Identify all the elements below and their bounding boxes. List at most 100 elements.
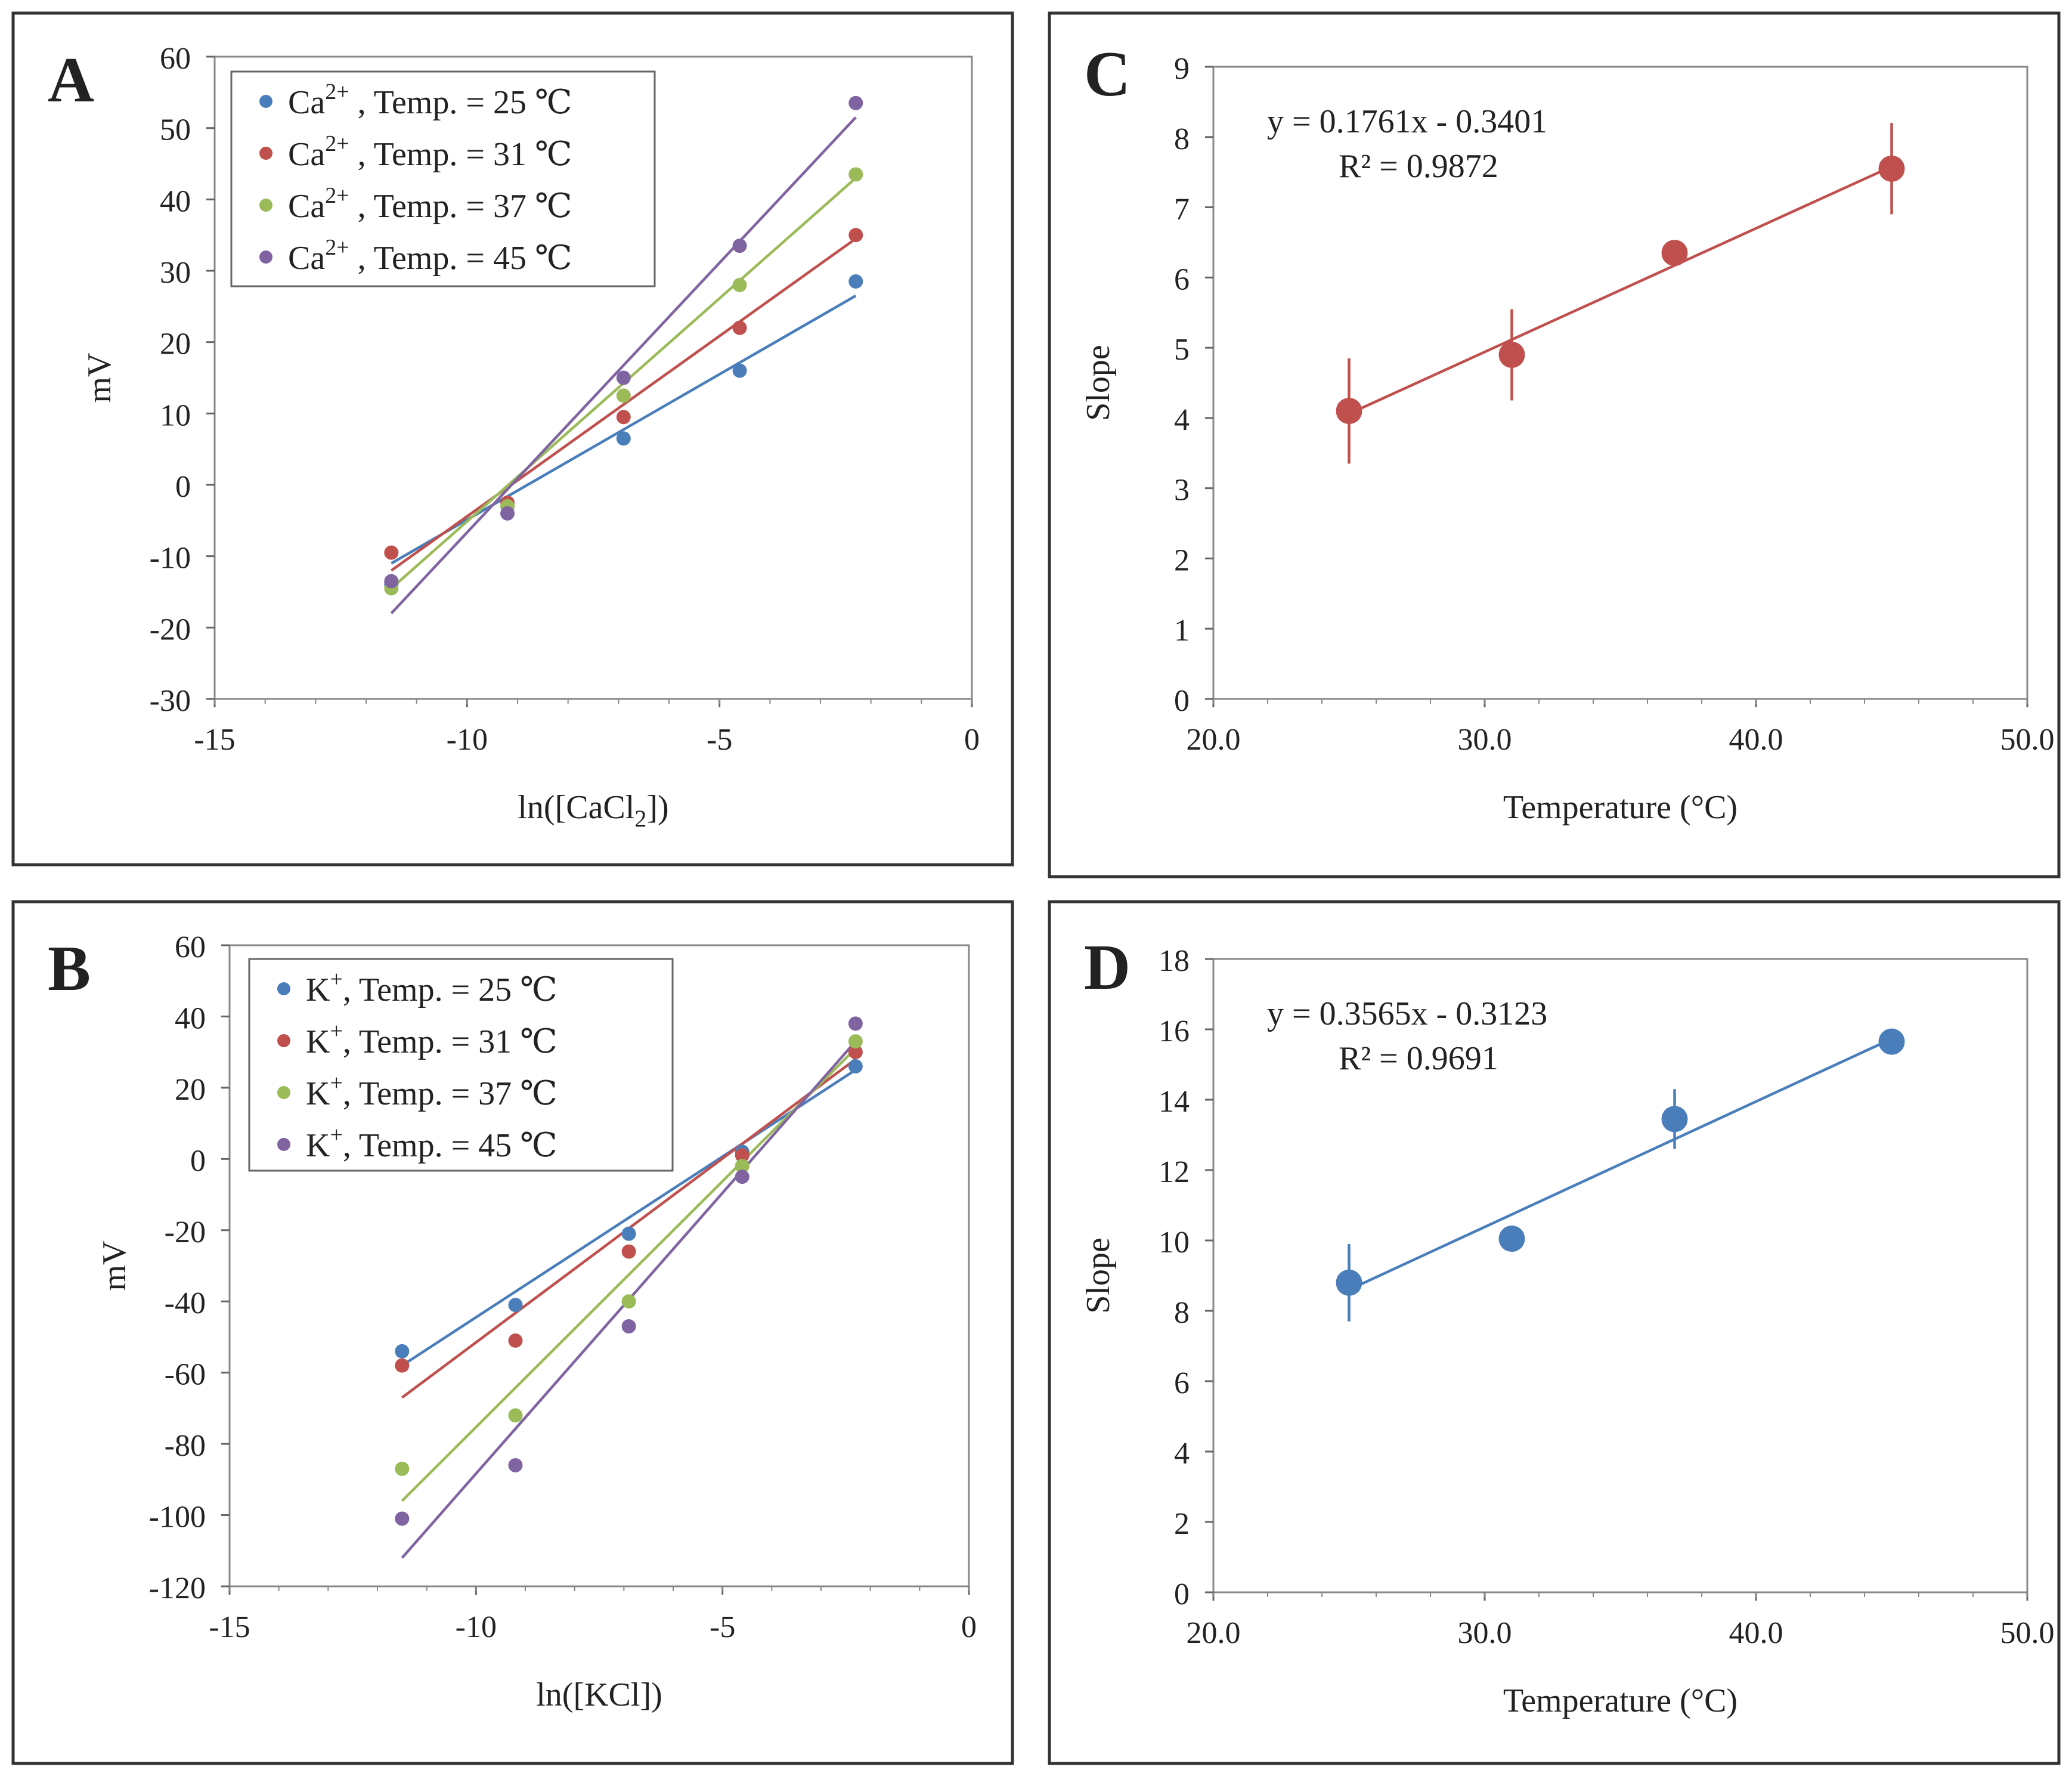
y-tick-label: -30 [150,684,191,718]
legend-entry: Ca2+ , Temp. = 31 ℃ [288,131,572,173]
legend-sup: 2+ [325,183,349,208]
y-tick-label: -10 [150,542,191,575]
legend-suffix: , Temp. = 25 ℃ [349,84,572,121]
legend-entry: K+, Temp. = 45 ℃ [306,1122,558,1164]
legend-suffix: , Temp. = 31 ℃ [343,1023,558,1060]
data-point [848,274,863,289]
fit-equation: y = 0.1761x - 0.3401 [1267,103,1547,140]
y-tick-label: 30 [160,256,191,290]
plot-area [1212,66,2028,700]
y-tick-label: 6 [1174,1366,1190,1400]
legend-sup: + [330,1019,342,1044]
fit-r-squared: R² = 0.9872 [1339,148,1498,185]
data-point [395,1461,410,1476]
legend-sup: 2+ [325,79,349,104]
legend-suffix: , Temp. = 37 ℃ [343,1075,558,1112]
x-tick-label: 20.0 [1187,1616,1241,1650]
data-point [848,1034,863,1049]
x-tick-label: 20.0 [1187,723,1241,757]
panel-c: 0 1 2 3 4 5 6 7 8 9 20.0 30.0 40.0 50.0 Temperature (°… [1048,11,2061,878]
y-tick-label: 20 [160,327,191,361]
y-tick-label: 14 [1159,1085,1190,1119]
x-axis-label: Temperature (°C) [1503,789,1737,826]
data-point [848,95,863,110]
panel-frame [11,900,1014,1765]
y-tick-label: -120 [149,1571,206,1605]
data-point [732,277,747,292]
data-point [1661,240,1688,267]
x-tick-label: 0 [961,1610,977,1644]
y-axis-label: Slope [1080,345,1117,421]
legend-sup: + [330,1070,342,1096]
y-tick-label: 10 [160,398,191,432]
panel-frame [1048,900,2061,1765]
y-tick-label: 1 [1174,614,1190,648]
y-tick-label: 18 [1159,944,1190,978]
data-point [621,1244,636,1259]
y-tick-label: -40 [165,1286,206,1320]
x-tick-label: 0 [964,723,980,757]
data-point [500,506,515,521]
data-point [1661,1106,1688,1133]
data-point [848,228,863,243]
y-tick-label: 0 [1174,684,1190,718]
data-point [616,410,631,425]
y-tick-label: -20 [165,1215,206,1249]
y-tick-label: 60 [160,42,191,76]
data-point [508,1408,523,1423]
x-tick-label: -15 [209,1610,250,1644]
y-tick-label: 5 [1174,333,1190,367]
data-point [395,1358,410,1373]
legend-sup: 2+ [325,131,349,156]
legend-suffix: , Temp. = 45 ℃ [343,1127,558,1164]
data-point [848,1045,863,1060]
legend-entry: Ca2+ , Temp. = 25 ℃ [288,79,572,121]
data-point [621,1226,636,1241]
data-point [621,1294,636,1309]
data-point [384,574,399,589]
panel-a: -30 -20 -10 0 10 20 30 40 50 60 -15 -10 -5 0 ln([CaCl2… [11,11,1014,867]
panel-b: -120 -100 -80 -60 -40 -20 0 20 40 60 -15 -10 -5 0 ln([… [11,900,1014,1765]
x-tick-label: -15 [194,723,235,757]
data-point [508,1458,523,1472]
legend-marker [277,1034,290,1047]
legend-marker [277,982,290,995]
data-point [508,1298,523,1313]
panel-label: C [1084,39,1131,110]
data-point [848,1016,863,1031]
data-point [616,388,631,403]
y-tick-label: 8 [1174,122,1190,156]
data-point [732,239,747,253]
y-tick-label: -20 [150,612,191,646]
legend-marker [259,95,272,108]
trendline [391,237,857,572]
data-point [616,431,631,446]
x-tick-label: -5 [707,723,732,757]
panel-frame [1048,11,2061,878]
data-point [1498,1226,1525,1252]
data-point [1498,341,1525,368]
panel-label: D [1084,932,1131,1003]
legend-suffix: , Temp. = 37 ℃ [349,188,572,225]
x-axis-label: Temperature (°C) [1503,1682,1737,1719]
data-point [1336,1269,1362,1296]
data-point [732,363,747,378]
y-tick-label: -80 [165,1429,206,1463]
data-point [508,1333,523,1348]
plot-area [1212,958,2028,1593]
y-tick-label: 4 [1174,403,1190,437]
legend-sup: + [330,967,342,992]
legend-suffix: , Temp. = 25 ℃ [343,971,558,1008]
y-tick-label: 2 [1174,543,1190,577]
x-tick-label: 40.0 [1729,1616,1783,1650]
x-axis-label-sub: 2 [634,805,646,832]
legend-suffix: , Temp. = 31 ℃ [349,136,572,173]
x-tick-label: 50.0 [2000,723,2055,757]
data-point [384,545,399,560]
fit-equation: y = 0.3565x - 0.3123 [1267,995,1547,1032]
legend-entry: K+, Temp. = 25 ℃ [306,967,558,1008]
legend-marker [277,1138,290,1151]
y-tick-label: 7 [1174,193,1190,227]
legend-sup: 2+ [325,235,349,260]
legend-marker [259,250,272,264]
